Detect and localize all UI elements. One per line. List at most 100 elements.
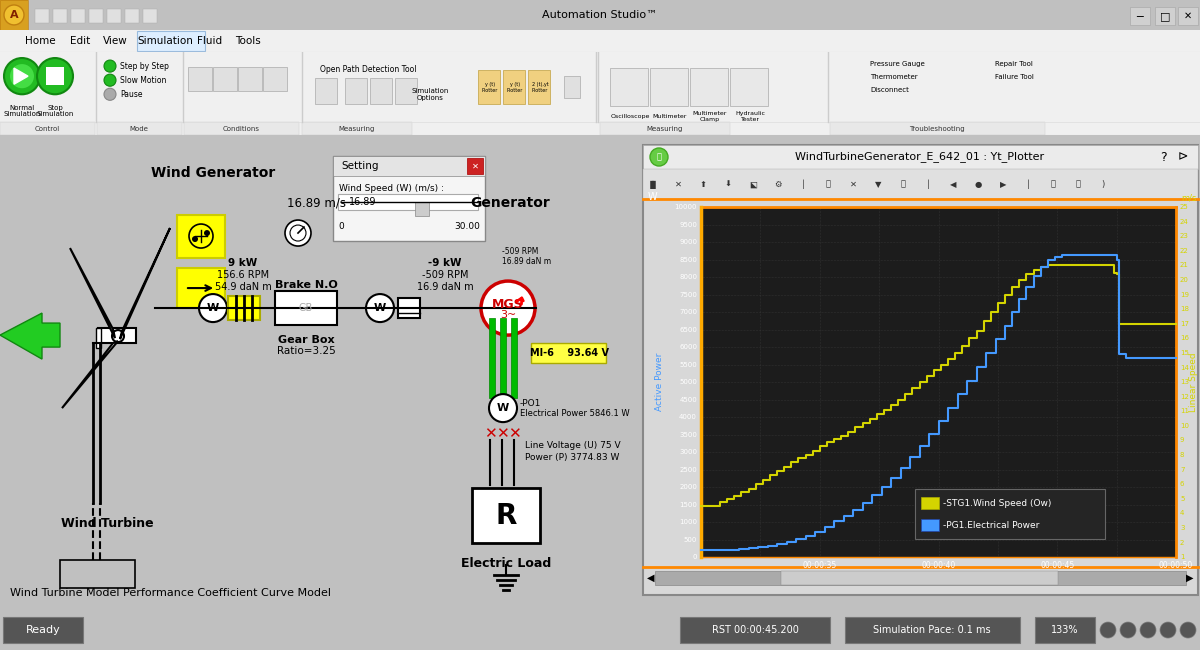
Text: Slow Motion: Slow Motion [120, 75, 167, 84]
Bar [0, 0, 28, 30]
Text: Electric Load: Electric Load [461, 556, 551, 569]
Text: -PG1.Electrical Power: -PG1.Electrical Power [943, 521, 1039, 530]
Text: 🔴: 🔴 [900, 179, 906, 188]
Text: ?: ? [1159, 151, 1166, 164]
Text: 0: 0 [338, 222, 343, 231]
Text: 16: 16 [1180, 335, 1189, 341]
Text: 2000: 2000 [679, 484, 697, 490]
Text: View: View [103, 36, 127, 46]
Bar [89, 9, 103, 23]
Text: ◀: ◀ [647, 573, 655, 583]
Bar [643, 145, 1198, 169]
Text: Disconnect: Disconnect [870, 87, 908, 93]
Text: 00:00:35: 00:00:35 [803, 561, 836, 569]
Circle shape [199, 294, 227, 322]
Text: A: A [10, 10, 18, 20]
Text: 12: 12 [1180, 394, 1189, 400]
Text: 13: 13 [1180, 379, 1189, 385]
Circle shape [37, 58, 73, 94]
Bar [338, 194, 478, 210]
Bar [314, 78, 337, 105]
Text: ⬆: ⬆ [700, 179, 707, 188]
Text: -PO1: -PO1 [520, 398, 541, 408]
Bar [107, 9, 121, 23]
Bar [35, 9, 49, 23]
Text: MGS: MGS [492, 298, 524, 311]
Bar [143, 9, 157, 23]
Text: 19: 19 [1180, 292, 1189, 298]
Text: Simulation
Options: Simulation Options [412, 88, 449, 101]
Bar [530, 343, 606, 363]
Text: Brake N.O: Brake N.O [275, 280, 337, 290]
Text: 3500: 3500 [679, 432, 697, 437]
Bar [472, 488, 540, 543]
Polygon shape [62, 341, 118, 408]
Text: 24: 24 [1180, 218, 1189, 225]
Bar [500, 318, 506, 398]
Bar [415, 202, 430, 216]
Text: Hydraulic
Tester: Hydraulic Tester [734, 111, 766, 122]
Text: 4: 4 [1180, 510, 1184, 516]
Text: Repair Tool: Repair Tool [995, 61, 1033, 67]
Bar [214, 67, 238, 91]
Text: 5500: 5500 [679, 361, 697, 368]
Text: Simulation: Simulation [137, 36, 193, 46]
Circle shape [204, 230, 210, 236]
Bar [71, 9, 85, 23]
Text: 1: 1 [1180, 554, 1184, 560]
Text: 9 kW: 9 kW [228, 258, 258, 268]
Text: 00:00:50: 00:00:50 [1159, 561, 1193, 569]
Circle shape [650, 148, 668, 166]
Polygon shape [70, 248, 115, 338]
Text: │: │ [1026, 179, 1031, 188]
Bar [643, 145, 1198, 595]
Text: Tools: Tools [235, 36, 260, 46]
Text: 9: 9 [1180, 437, 1184, 443]
Text: W: W [374, 303, 386, 313]
Bar [346, 78, 367, 105]
Bar [920, 497, 938, 509]
Bar [1130, 7, 1150, 25]
Text: Simulation: Simulation [4, 111, 41, 118]
Text: 11: 11 [1180, 408, 1189, 414]
Circle shape [1140, 622, 1156, 638]
Text: y (t)
Plotter: y (t) Plotter [482, 82, 498, 93]
Circle shape [104, 74, 116, 86]
Text: -509 RPM: -509 RPM [421, 270, 468, 280]
Bar [334, 156, 485, 176]
Text: W: W [648, 192, 658, 202]
Bar [830, 122, 1045, 135]
Circle shape [366, 294, 394, 322]
Text: ✕: ✕ [472, 161, 479, 170]
Bar [511, 318, 517, 398]
Bar [98, 328, 136, 343]
Text: ✕: ✕ [496, 426, 509, 441]
Text: Troubleshooting: Troubleshooting [910, 125, 965, 131]
Text: 7500: 7500 [679, 292, 697, 298]
Text: 4500: 4500 [679, 396, 697, 402]
Text: Control: Control [35, 125, 60, 131]
Text: 8000: 8000 [679, 274, 697, 280]
Bar [914, 489, 1105, 539]
Text: 7000: 7000 [679, 309, 697, 315]
Bar [1034, 617, 1096, 643]
Circle shape [1100, 622, 1116, 638]
Text: Electrical Power 5846.1 W: Electrical Power 5846.1 W [520, 409, 630, 417]
Text: 6: 6 [1180, 481, 1184, 488]
Bar [0, 0, 28, 30]
Bar [655, 571, 1186, 585]
Text: 500: 500 [684, 537, 697, 543]
Bar [1178, 7, 1198, 25]
Text: Wind Speed (W) (m/s) :: Wind Speed (W) (m/s) : [340, 183, 444, 192]
Circle shape [490, 394, 517, 422]
Text: 00:00:40: 00:00:40 [922, 561, 955, 569]
Bar [690, 68, 728, 107]
Text: MI-6    93.64 V: MI-6 93.64 V [529, 348, 608, 358]
Text: Simulation: Simulation [36, 111, 73, 118]
Text: ⏸: ⏸ [656, 153, 661, 161]
Text: 8500: 8500 [679, 257, 697, 263]
Text: -9 kW: -9 kW [428, 258, 462, 268]
Text: Wind Turbine: Wind Turbine [61, 517, 154, 530]
Text: Stop: Stop [47, 105, 62, 111]
Text: 21: 21 [1180, 263, 1189, 268]
